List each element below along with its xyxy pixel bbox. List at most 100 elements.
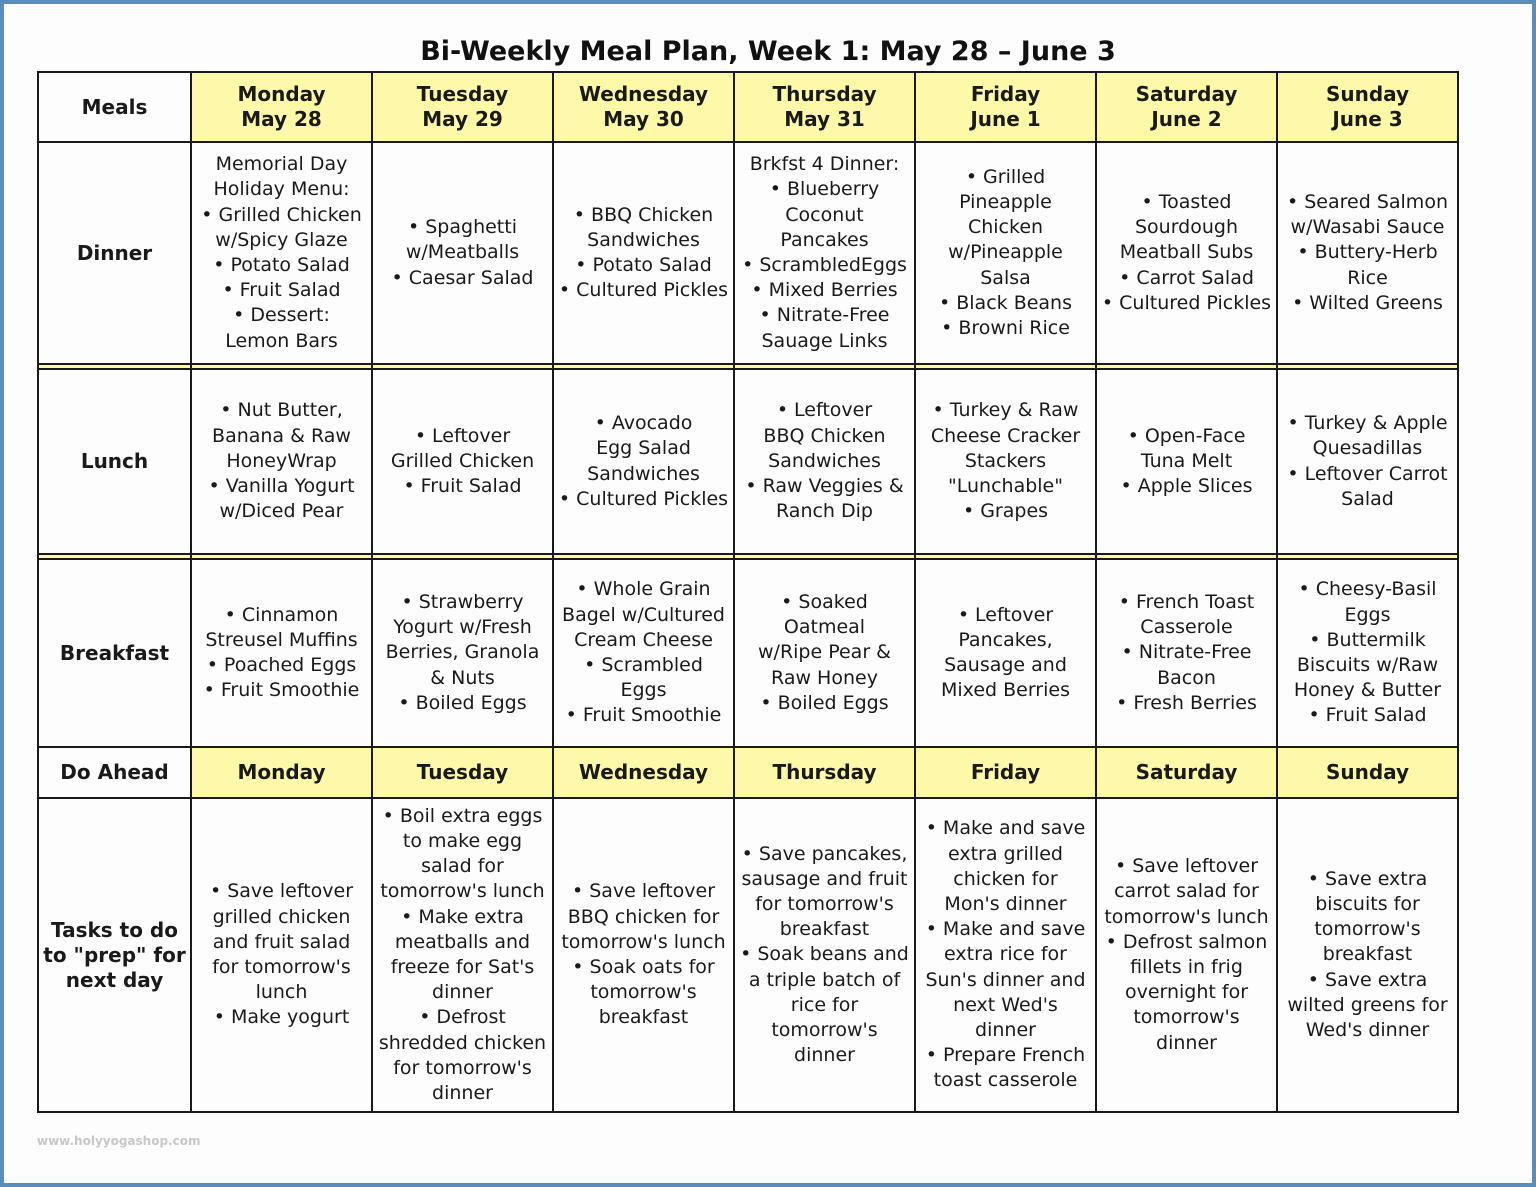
task-cell: • Make and save extra grilled chicken for M… <box>914 797 1097 1113</box>
cell-line: "Lunchable" <box>948 475 1063 498</box>
cell-line: Egg Salad <box>596 437 691 460</box>
cell-line: • Boiled Eggs <box>760 691 889 714</box>
cell-line: tomorrow's <box>1314 918 1421 941</box>
cell-line: salad for <box>421 855 504 878</box>
cell-line: Sauage Links <box>761 329 888 352</box>
cell-line: to "prep" for <box>43 942 186 967</box>
cell-line: Pancakes <box>780 228 869 251</box>
cell-line: extra grilled <box>947 842 1063 865</box>
breakfast-cell: • Leftover Pancakes, Sausage and Mixed Berr… <box>914 558 1097 748</box>
cell-line: dinner <box>432 1082 493 1105</box>
cell-line: • Whole Grain <box>576 578 711 601</box>
cell-line: Saturday <box>1135 82 1238 106</box>
cell-line: • Soak beans and <box>740 943 909 966</box>
day-header: Thursday May 31 <box>733 71 916 143</box>
cell-line: • Leftover <box>414 424 511 447</box>
meals-header: Meals <box>37 71 192 143</box>
dinner-row: Dinner Memorial Day Holiday Menu: • Grilled… <box>37 141 1459 365</box>
cell-line: HoneyWrap <box>226 449 337 472</box>
cell-line: • Raw Veggies & <box>745 475 904 498</box>
cell-line: tomorrow's <box>1133 1006 1240 1029</box>
day-header: Sunday June 3 <box>1276 71 1459 143</box>
cell-line: grilled chicken <box>212 905 351 928</box>
cell-line: Ranch Dip <box>776 500 873 523</box>
cell-line: • Make and save <box>925 817 1086 840</box>
header-row: Meals Monday May 28 Tuesday May 29 Wednesday M… <box>37 71 1459 143</box>
separator-cell <box>552 553 735 560</box>
day-header: Wednesday May 30 <box>552 71 735 143</box>
do-ahead-day: Wednesday <box>552 746 735 799</box>
separator-cell <box>371 553 554 560</box>
separator-cell <box>37 363 192 370</box>
do-ahead-day: Sunday <box>1276 746 1459 799</box>
breakfast-cell: • French Toast Casserole • Nitrate-Free Bac… <box>1095 558 1278 748</box>
cell-line: • Black Beans <box>939 291 1072 314</box>
cell-line: freeze for Sat's <box>390 956 535 978</box>
cell-line: • Nitrate-Free <box>759 304 890 327</box>
separator-cell <box>371 363 554 370</box>
cell-line: Eggs <box>1344 603 1391 626</box>
cell-line: • Browni Rice <box>941 317 1070 339</box>
cell-line: tomorrow's lunch <box>1104 905 1269 928</box>
lunch-label: Lunch <box>37 368 192 555</box>
cell-line: • Grapes <box>962 500 1049 523</box>
cell-line: Holiday Menu: <box>213 178 350 201</box>
cell-line: • Buttermilk <box>1309 628 1426 651</box>
cell-line: fillets in frig <box>1130 956 1243 978</box>
cell-line: • Grilled Chicken <box>201 203 362 226</box>
cell-line: • Dessert: <box>233 304 330 327</box>
lunch-cell: • Leftover BBQ Chicken Sandwiches • Raw Veg… <box>733 368 916 555</box>
cell-line: • Soak oats for <box>572 956 715 978</box>
cell-line: • Fruit Salad <box>1308 704 1427 727</box>
row-separator <box>37 553 1459 560</box>
cell-line: • Open-Face <box>1127 424 1246 447</box>
cell-line: • Poached Eggs <box>206 654 357 676</box>
separator-cell <box>1276 553 1459 560</box>
cell-line: Pancakes, <box>958 628 1053 651</box>
do-ahead-row: Do Ahead Monday Tuesday Wednesday Thursday Fr… <box>37 746 1459 799</box>
breakfast-row: Breakfast • Cinnamon Streusel Muffins • Poa… <box>37 558 1459 748</box>
day-header: Saturday June 2 <box>1095 71 1278 143</box>
task-cell: • Save leftover grilled chicken and fruit … <box>190 797 373 1113</box>
cell-line: for tomorrow's <box>393 1056 532 1079</box>
cell-line: Meatball Subs <box>1119 241 1254 264</box>
cell-line: Dinner <box>76 240 153 265</box>
cell-line: June 3 <box>1332 107 1403 131</box>
cell-line: Chicken <box>967 216 1044 239</box>
cell-line: Tuesday <box>416 82 509 106</box>
cell-line: w/Spicy Glaze <box>215 228 348 251</box>
cell-line: • Cultured Pickles <box>558 279 729 302</box>
cell-line: Banana & Raw <box>212 424 351 447</box>
cell-line: Quesadillas <box>1312 437 1423 460</box>
cell-line: w/Pineapple <box>948 241 1063 264</box>
cell-line: Cheese Cracker <box>930 424 1081 447</box>
breakfast-cell: • Cheesy-Basil Eggs • Buttermilk Biscuits w… <box>1276 558 1459 748</box>
cell-line: • Fruit Salad <box>403 475 522 498</box>
cell-line: meatballs and <box>394 930 531 953</box>
cell-line: Lemon Bars <box>225 329 338 352</box>
day-header: Tuesday May 29 <box>371 71 554 143</box>
cell-line: • Strawberry <box>401 590 524 613</box>
do-ahead-label: Do Ahead <box>37 746 192 799</box>
cell-line: May 28 <box>241 107 322 131</box>
lunch-row: Lunch • Nut Butter, Banana & Raw HoneyWrap •… <box>37 368 1459 555</box>
cell-line: • Spaghetti <box>408 216 517 239</box>
cell-line: • Fruit Smoothie <box>565 704 722 727</box>
cell-line: • Potato Salad <box>213 254 350 276</box>
cell-line: Breakfast <box>59 640 170 665</box>
cell-line: • Save leftover <box>571 880 716 903</box>
cell-line: • Boil extra eggs <box>382 804 543 827</box>
cell-line: • Seared Salmon <box>1287 190 1448 213</box>
cell-line: Sausage and <box>944 654 1067 676</box>
breakfast-cell: • Whole Grain Bagel w/Cultured Cream Chees… <box>552 558 735 748</box>
task-cell: • Save pancakes, sausage and fruit for tom… <box>733 797 916 1113</box>
cell-line: w/Wasabi Sauce <box>1290 216 1445 239</box>
cell-line: Sandwiches <box>587 462 700 485</box>
cell-line: Pineapple <box>959 190 1052 213</box>
cell-line: • Blueberry <box>769 178 880 201</box>
cell-line: • ScrambledEggs <box>742 254 907 276</box>
do-ahead-day: Tuesday <box>371 746 554 799</box>
cell-line: w/Diced Pear <box>219 500 344 523</box>
cell-line: Biscuits w/Raw <box>1296 654 1439 676</box>
cell-line: BBQ chicken for <box>567 905 720 928</box>
